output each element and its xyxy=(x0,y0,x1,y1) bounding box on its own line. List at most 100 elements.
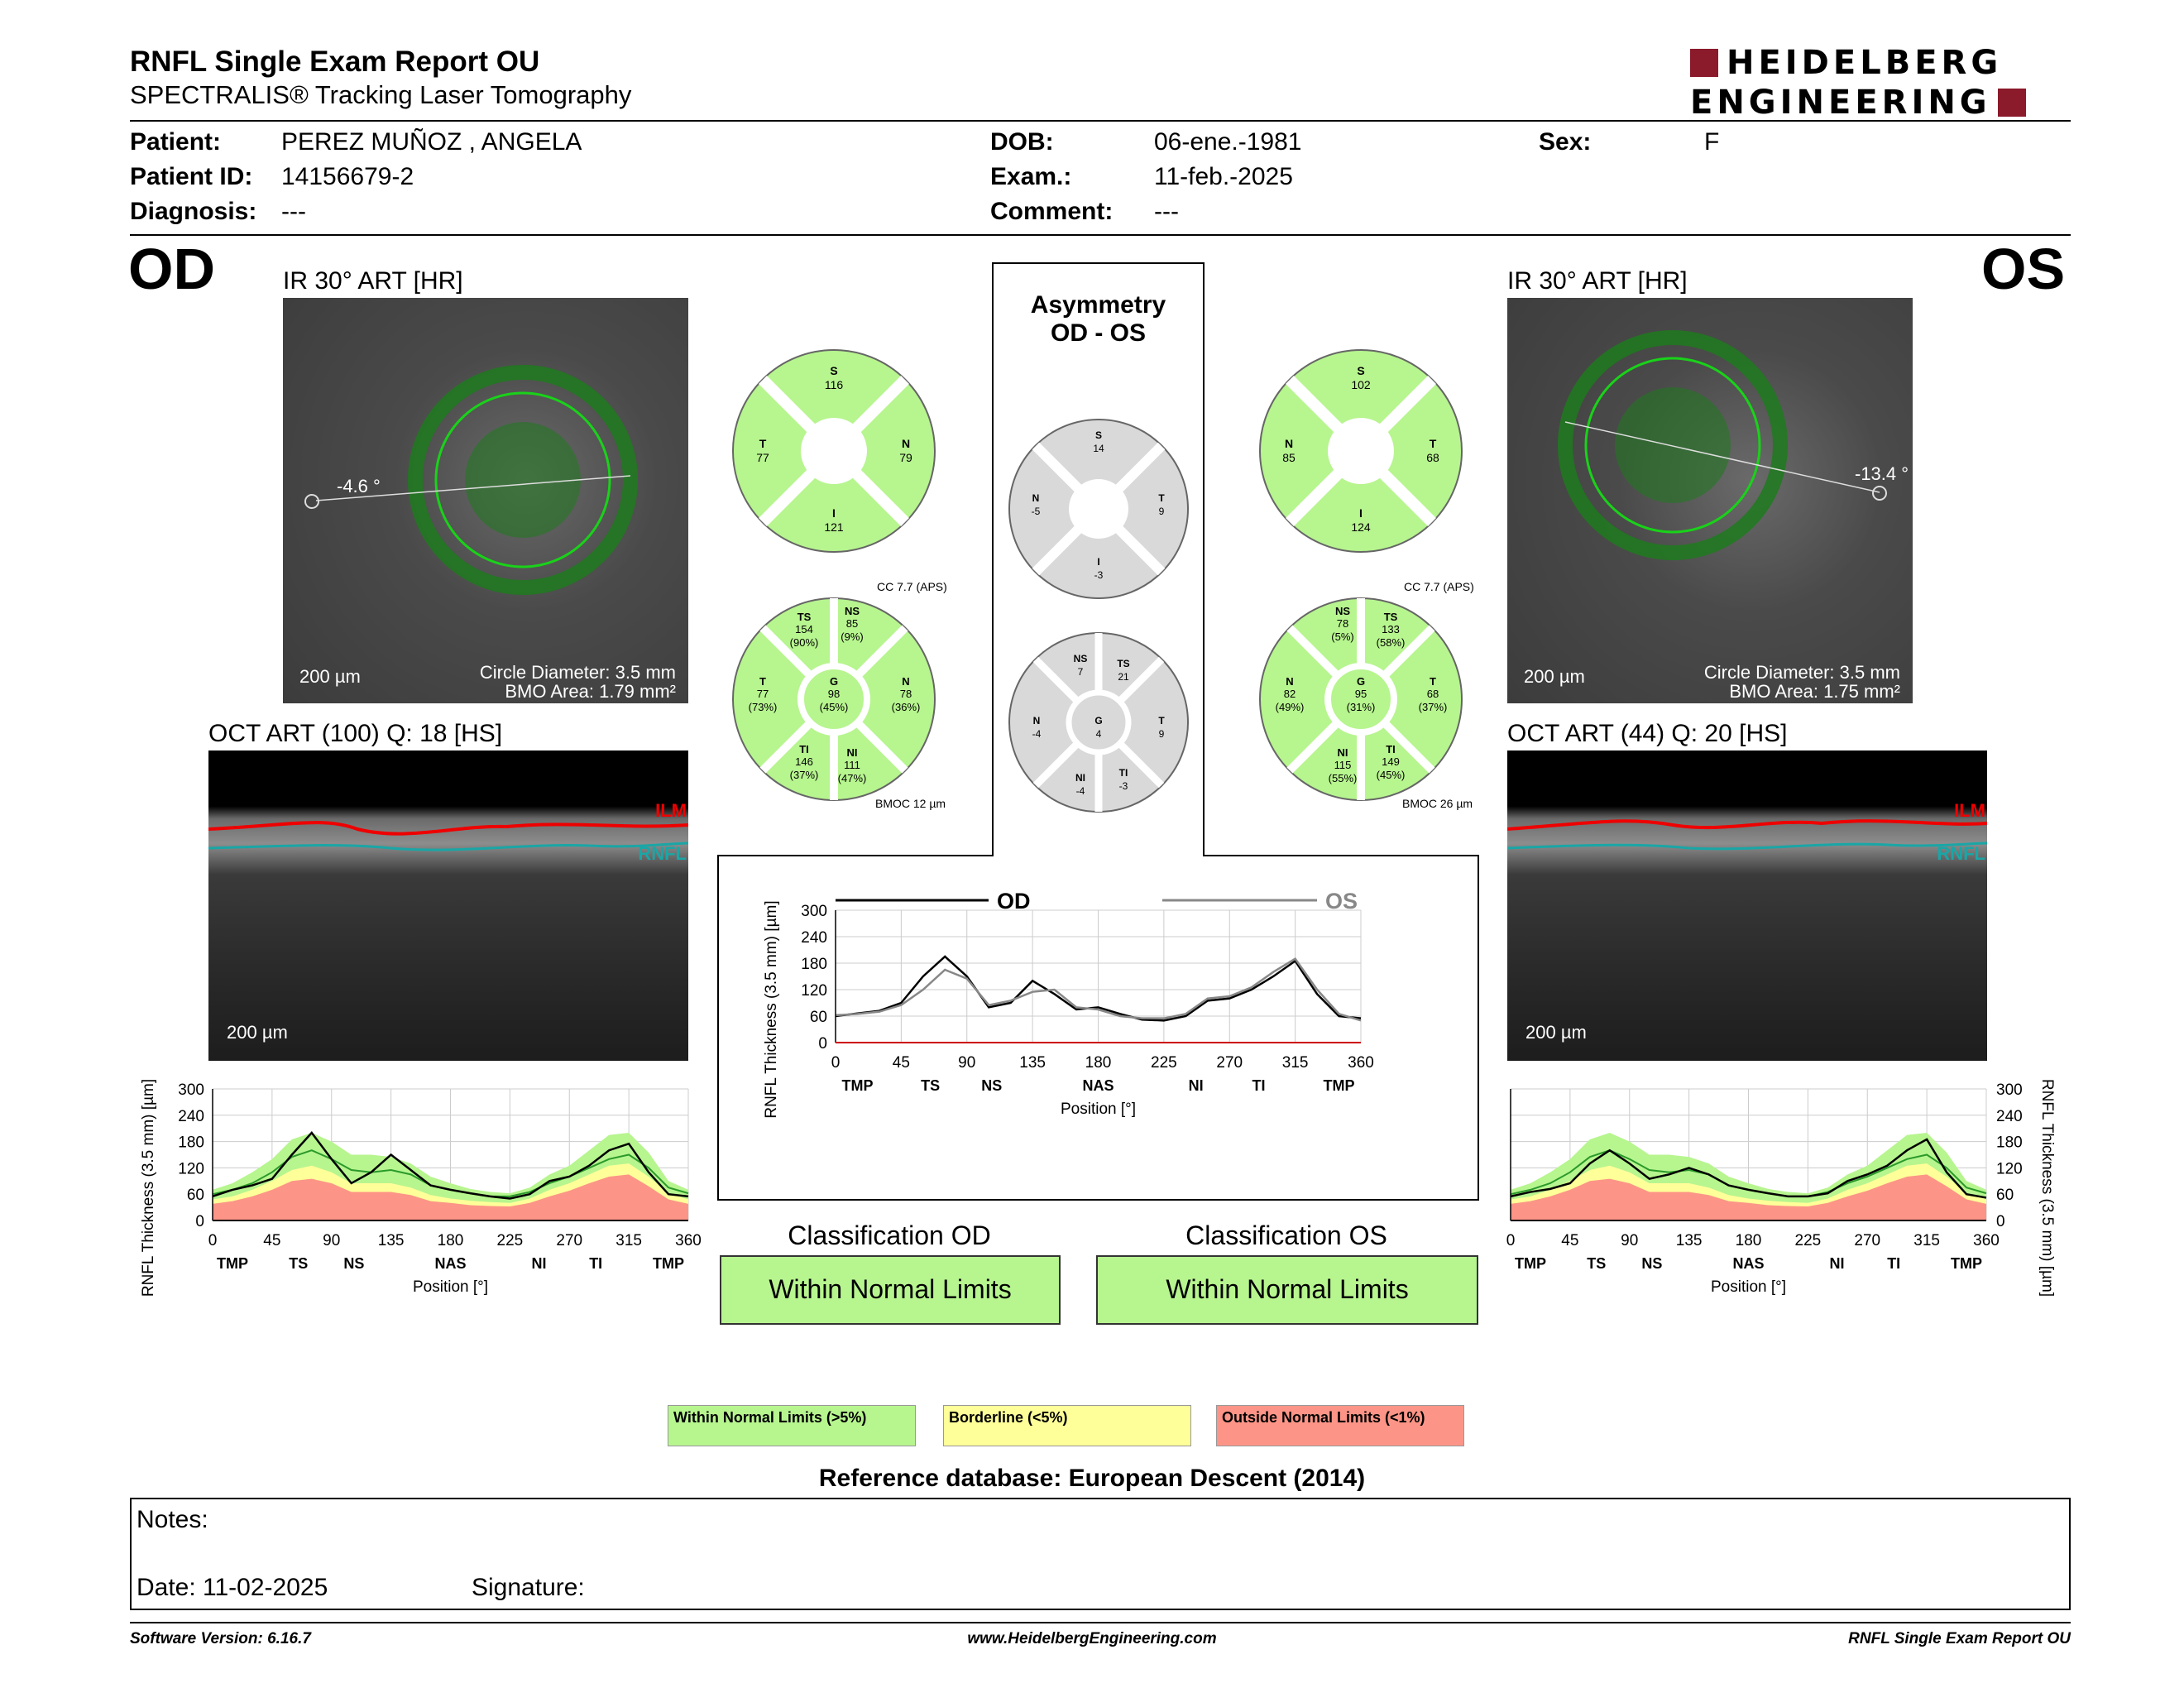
os-bmoc: BMOC 26 µm xyxy=(1402,797,1473,810)
od-angle: -4.6 ° xyxy=(337,476,381,496)
os-oct-scale: 200 µm xyxy=(1525,1022,1587,1043)
os-ir-caption: IR 30° ART [HR] xyxy=(1507,267,1688,295)
os-profile-chart-xtick: 180 xyxy=(1736,1232,1762,1249)
od-ni-pct: (47%) xyxy=(838,772,867,784)
od-profile-chart-xtick: 270 xyxy=(556,1232,582,1249)
od-ir-caption: IR 30° ART [HR] xyxy=(283,267,463,295)
os-s-value: 102 xyxy=(1351,378,1371,391)
sex-value: F xyxy=(1704,128,1720,156)
asymmetry-title: Asymmetry xyxy=(1030,291,1166,319)
asym-ns-value: 7 xyxy=(1078,666,1084,678)
center-chart-xtick: 360 xyxy=(1348,1054,1374,1072)
center-chart-region-label: NAS xyxy=(1082,1077,1114,1094)
od-bmo-area: BMO Area: 1.79 mm² xyxy=(505,681,676,702)
od-profile-chart-region-label: TS xyxy=(289,1255,308,1272)
os-i-label: I xyxy=(1359,506,1363,520)
center-chart-ytick: 180 xyxy=(801,956,827,973)
footer-url: www.HeidelbergEngineering.com xyxy=(967,1630,1217,1647)
center-chart-series-od xyxy=(835,955,1362,1022)
os-profile-chart-region-label: TMP xyxy=(1515,1255,1546,1272)
patient-name: PEREZ MUÑOZ , ANGELA xyxy=(281,128,582,156)
footer-rule xyxy=(130,1622,2071,1623)
heidelberg-logo: HEIDELBERG ENGINEERING xyxy=(1690,46,2064,120)
os-profile-chart-region-label: NS xyxy=(1641,1255,1662,1272)
od-ni-value: 111 xyxy=(844,759,860,771)
od-oct-scale: 200 µm xyxy=(227,1022,288,1043)
od-scan-grid xyxy=(304,365,638,595)
od-profile-chart-xtick: 315 xyxy=(615,1232,642,1249)
od-circle-diameter: Circle Diameter: 3.5 mm xyxy=(479,662,676,683)
os-rnfl-label: RNFL xyxy=(1937,843,1985,864)
od-g-pct: (45%) xyxy=(820,701,849,713)
asym-ts-label: TS xyxy=(1117,658,1129,669)
date-label: Date: 11-02-2025 xyxy=(136,1574,328,1601)
center-chart-region-label: TMP xyxy=(841,1077,873,1094)
od-t6-label: T xyxy=(759,675,766,688)
os-profile-chart-xtick: 270 xyxy=(1854,1232,1880,1249)
asym-n6-label: N xyxy=(1033,715,1041,727)
center-chart-region-label: TI xyxy=(1252,1077,1266,1094)
asym-sectors6-labels: NS 7 TS 21 N -4 G 4 T 9 NI -4 TI -3 xyxy=(1032,653,1166,797)
od-oct-lines xyxy=(208,821,688,851)
od-ni-label: NI xyxy=(847,746,858,759)
logo-square-icon xyxy=(1690,49,1718,77)
od-i-value: 121 xyxy=(824,520,844,534)
od-ts-pct: (90%) xyxy=(790,636,819,649)
od-sectors6-labels: TS 154 (90%) NS 85 (9%) T 77 (73%) G 98 … xyxy=(749,605,921,784)
report-title: RNFL Single Exam Report OU xyxy=(130,46,540,78)
os-oct-caption: OCT ART (44) Q: 20 [HS] xyxy=(1507,720,1788,747)
center-legend-od: OD xyxy=(997,889,1031,914)
center-chart-region-label: NI xyxy=(1189,1077,1204,1094)
od-t6-pct: (73%) xyxy=(749,701,778,713)
center-chart-xtick: 315 xyxy=(1282,1054,1309,1072)
os-profile-chart-ytick: 120 xyxy=(1996,1160,2023,1177)
os-sectors6 xyxy=(1259,597,1463,801)
classification-os-title: Classification OS xyxy=(1185,1220,1387,1250)
od-profile-chart-ytick: 240 xyxy=(178,1108,204,1125)
od-g-value: 98 xyxy=(828,688,840,700)
exam-value: 11-feb.-2025 xyxy=(1154,163,1293,190)
center-chart-region-label: NS xyxy=(981,1077,1002,1094)
os-sectors4-labels: S 102 N 85 T 68 I 124 xyxy=(1282,364,1439,534)
od-profile-chart-region-label: TMP xyxy=(217,1255,248,1272)
asym-ni-value: -4 xyxy=(1076,785,1085,797)
od-profile-chart-xtick: 90 xyxy=(323,1232,340,1249)
center-chart-xtick: 90 xyxy=(958,1054,975,1072)
notes-label: Notes: xyxy=(136,1506,208,1533)
od-profile-chart-ytick: 60 xyxy=(187,1187,204,1204)
os-ti-value: 149 xyxy=(1382,755,1400,768)
center-chart-ytick: 300 xyxy=(801,903,827,920)
os-ns-value: 78 xyxy=(1337,617,1348,630)
center-chart-xtick: 180 xyxy=(1085,1054,1112,1072)
os-profile-chart-ylabel: RNFL Thickness (3.5 mm) [µm] xyxy=(2038,1079,2056,1297)
od-ilm-label: ILM xyxy=(655,800,687,821)
asym-s-label: S xyxy=(1095,429,1102,441)
os-profile-chart-xtick: 0 xyxy=(1506,1232,1516,1249)
od-ns-value: 85 xyxy=(846,617,858,630)
od-profile-chart-region-label: TMP xyxy=(653,1255,684,1272)
os-ts-value: 133 xyxy=(1382,623,1400,635)
os-s-label: S xyxy=(1357,364,1364,377)
od-eye-label: OD xyxy=(128,237,215,301)
os-profile-chart-xtick: 315 xyxy=(1913,1232,1940,1249)
od-cc: CC 7.7 (APS) xyxy=(877,580,947,593)
od-s-label: S xyxy=(830,364,837,377)
os-sectors6-labels: NS 78 (5%) TS 133 (58%) N 82 (49%) G 95 … xyxy=(1276,605,1448,784)
od-profile-chart-xtick: 0 xyxy=(208,1232,218,1249)
os-profile-chart-xlabel: Position [°] xyxy=(1711,1278,1786,1296)
os-n-label: N xyxy=(1285,437,1293,450)
exam-label: Exam.: xyxy=(990,163,1072,190)
center-chart-region-label: TS xyxy=(921,1077,940,1094)
os-profile-chart-xtick: 225 xyxy=(1795,1232,1822,1249)
od-ts-label: TS xyxy=(797,611,812,623)
asymmetry-subtitle: OD - OS xyxy=(1050,319,1146,347)
os-g-label: G xyxy=(1357,675,1365,688)
header-rule xyxy=(130,120,2071,122)
od-profile-chart-region-label: NI xyxy=(532,1255,547,1272)
comment-value: --- xyxy=(1154,198,1179,225)
logo-square-icon xyxy=(1997,89,2026,117)
od-oct-caption: OCT ART (100) Q: 18 [HS] xyxy=(208,720,503,747)
sex-label: Sex: xyxy=(1539,128,1592,156)
